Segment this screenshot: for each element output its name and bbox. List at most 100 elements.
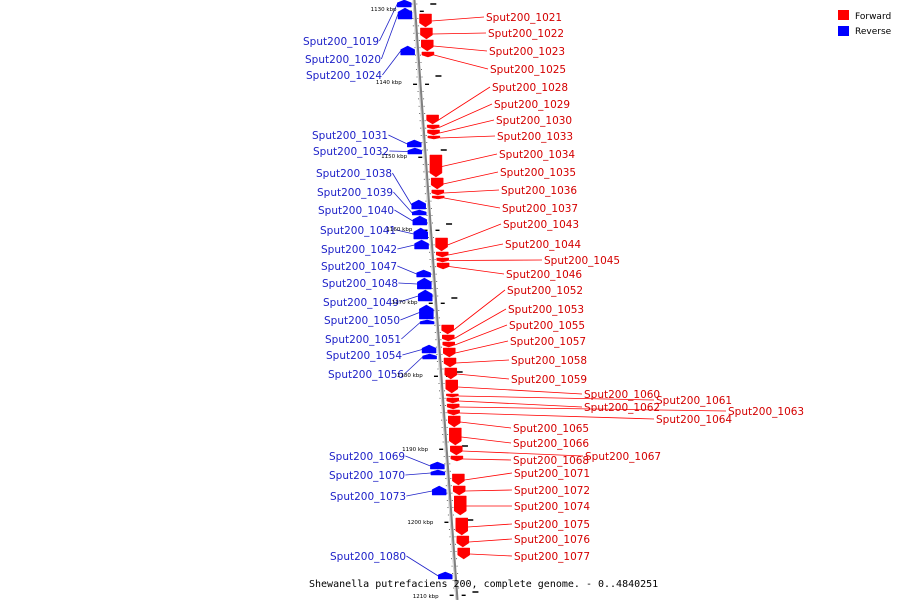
reverse-leader-line [398, 282, 418, 285]
forward-leader-line [464, 472, 513, 481]
forward-gene-glyph [450, 455, 464, 462]
kbp-label: 1170 kbp [392, 300, 418, 306]
reverse-gene-glyph [431, 485, 447, 496]
reverse-gene-label: Sput200_1050 [324, 315, 400, 327]
forward-gene-glyph [436, 251, 449, 258]
forward-gene-label: Sput200_1023 [489, 46, 565, 58]
forward-gene-label: Sput200_1044 [505, 239, 581, 251]
forward-gene-glyph [449, 427, 462, 446]
forward-leader-line [459, 412, 655, 420]
reverse-gene-label: Sput200_1069 [329, 451, 405, 463]
reverse-gene-label: Sput200_1042 [321, 244, 397, 256]
forward-gene-label: Sput200_1037 [502, 203, 578, 215]
forward-gene-label: Sput200_1072 [514, 485, 590, 497]
forward-gene-label: Sput200_1022 [488, 28, 564, 40]
kbp-label: 1180 kbp [397, 373, 423, 379]
forward-leader-line [444, 197, 501, 209]
forward-leader-line [454, 308, 507, 339]
reverse-gene-glyph [413, 227, 429, 240]
forward-gene-glyph [452, 485, 466, 496]
forward-gene-glyph [430, 177, 444, 190]
forward-gene-glyph [431, 189, 445, 196]
genome-axis-highlight [412, 0, 457, 600]
reverse-gene-label: Sput200_1020 [305, 54, 381, 66]
forward-leader-line [433, 45, 488, 52]
reverse-leader-line [405, 472, 431, 476]
reverse-gene-glyph [407, 147, 423, 155]
reverse-gene-glyph [430, 461, 445, 470]
legend-forward-label: Forward [855, 12, 891, 22]
forward-gene-label: Sput200_1025 [490, 64, 566, 76]
forward-gene-glyph [419, 13, 432, 28]
reverse-gene-glyph [400, 45, 415, 56]
reverse-gene-label: Sput200_1019 [303, 36, 379, 48]
reverse-leader-line [379, 3, 398, 42]
reverse-gene-glyph [412, 209, 427, 216]
forward-gene-label: Sput200_1033 [497, 131, 573, 143]
forward-gene-glyph [442, 341, 455, 348]
reverse-gene-label: Sput200_1073 [330, 491, 406, 503]
forward-gene-label: Sput200_1034 [499, 149, 575, 161]
reverse-gene-label: Sput200_1040 [318, 205, 394, 217]
forward-leader-line [455, 340, 509, 354]
forward-gene-label: Sput200_1029 [494, 99, 570, 111]
forward-gene-glyph [435, 237, 448, 252]
genome-caption: Shewanella putrefaciens 200, complete ge… [309, 579, 658, 590]
kbp-label: 1200 kbp [407, 520, 433, 526]
forward-gene-label: Sput200_1064 [656, 414, 732, 426]
forward-gene-label: Sput200_1063 [728, 406, 804, 418]
reverse-gene-glyph [421, 344, 437, 354]
forward-leader-line [431, 16, 485, 22]
reverse-leader-line [392, 172, 413, 206]
forward-leader-line [456, 373, 510, 380]
forward-gene-label: Sput200_1067 [585, 451, 661, 463]
reverse-gene-label: Sput200_1039 [317, 187, 393, 199]
forward-leader-line [468, 538, 513, 543]
forward-gene-glyph [445, 379, 458, 394]
reverse-gene-glyph [414, 239, 429, 250]
forward-leader-line [448, 259, 543, 261]
forward-gene-glyph [426, 114, 439, 125]
kbp-label: 1210 kbp [413, 594, 439, 600]
reverse-gene-label: Sput200_1054 [326, 350, 402, 362]
forward-leader-line [432, 32, 487, 35]
reverse-gene-label: Sput200_1024 [306, 70, 382, 82]
reverse-gene-glyph [430, 469, 446, 476]
forward-gene-glyph [431, 195, 445, 200]
reverse-gene-glyph [397, 7, 413, 20]
forward-gene-glyph [421, 51, 435, 58]
forward-leader-line [461, 436, 512, 444]
forward-gene-glyph [420, 27, 433, 40]
kbp-label: 1190 kbp [402, 447, 428, 453]
forward-leader-line [439, 135, 496, 139]
forward-gene-label: Sput200_1043 [503, 219, 579, 231]
reverse-leader-line [406, 555, 439, 577]
forward-leader-line [467, 523, 513, 528]
forward-gene-label: Sput200_1045 [544, 255, 620, 267]
forward-gene-label: Sput200_1068 [513, 455, 589, 467]
reverse-gene-label: Sput200_1080 [330, 551, 406, 563]
forward-leader-line [453, 289, 506, 331]
forward-gene-label: Sput200_1077 [514, 551, 590, 563]
forward-gene-label: Sput200_1075 [514, 519, 590, 531]
forward-gene-label: Sput200_1028 [492, 82, 568, 94]
forward-gene-glyph [456, 535, 470, 548]
reverse-gene-glyph [417, 277, 432, 290]
legend-reverse-swatch [838, 26, 849, 36]
forward-gene-label: Sput200_1035 [500, 167, 576, 179]
forward-leader-line [458, 400, 583, 408]
forward-gene-label: Sput200_1052 [507, 285, 583, 297]
forward-gene-label: Sput200_1036 [501, 185, 577, 197]
reverse-gene-glyph [412, 215, 428, 226]
forward-gene-label: Sput200_1046 [506, 269, 582, 281]
legend-forward-swatch [838, 10, 849, 20]
forward-leader-line [441, 153, 498, 167]
forward-leader-line [438, 86, 491, 121]
forward-leader-line [433, 54, 489, 70]
genome-axis-line [412, 0, 459, 600]
forward-gene-glyph [446, 393, 459, 398]
reverse-gene-glyph [419, 319, 435, 325]
forward-gene-label: Sput200_1021 [486, 12, 562, 24]
forward-gene-glyph [452, 473, 465, 486]
